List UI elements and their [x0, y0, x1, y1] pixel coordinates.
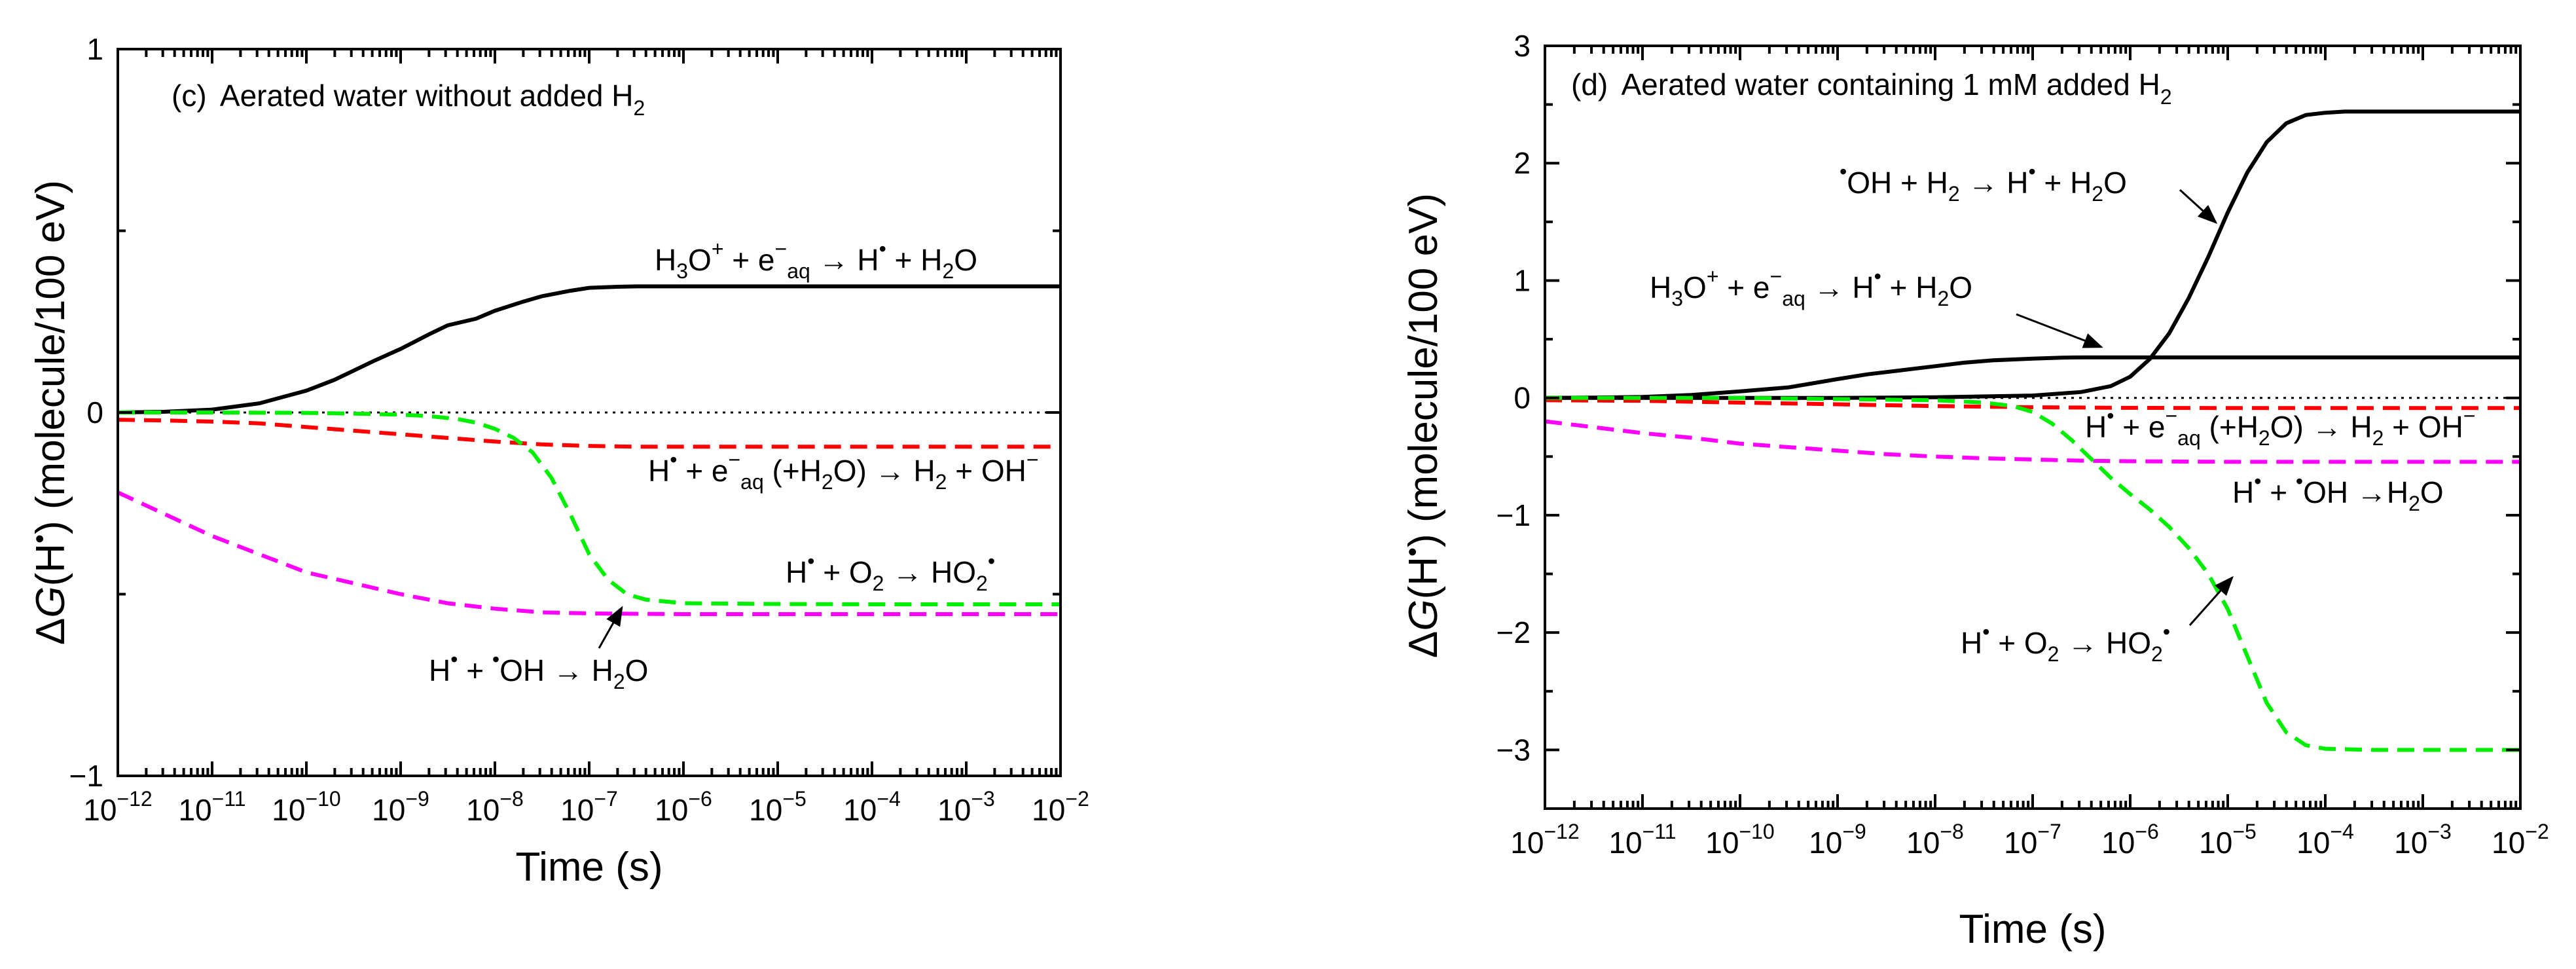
panel-c-annotation-h-eaq: H• + e−aq (+H2O) → H2 + OH− [648, 448, 1039, 494]
panel-c-x-ticks: 10−12 10−11 10−10 10−9 10−8 10−7 10−6 10−5 10−4 1… [83, 49, 1089, 827]
panel-c-y-ticks: 1 0 −1 [69, 32, 1061, 793]
panel-d-x-axis-title: Time (s) [1959, 907, 2107, 952]
panel-c-x-tick-label: 10−7 [560, 787, 618, 827]
panel-d-series-1 [1545, 109, 2520, 400]
panel-c-x-tick-label: 10−4 [843, 787, 901, 827]
panel-d-arrow-h-o2 [2188, 576, 2234, 626]
panel-c-y-tick-label: 1 [86, 32, 103, 66]
panel-d-y-tick-label: 3 [1514, 29, 1531, 63]
panel-d-series-2 [1544, 355, 2520, 400]
panel-c-x-tick-label: 10−10 [272, 787, 340, 827]
panel-c: 10−12 10−11 10−10 10−9 10−8 10−7 10−6 10−5 10−4 1… [26, 32, 1089, 890]
panel-d-arrow-h3o-eaq [2016, 313, 2103, 348]
panel-d-annotation-h-eaq: H• + e−aq (+H2O) → H2 + OH− [2085, 404, 2476, 450]
panel-d-y-ticks: 3 2 1 0 −1 −2 −3 [1497, 29, 2520, 810]
panel-d-annotation-h3o-eaq: H3O+ + e−aq → H• + H2O [1650, 265, 1972, 310]
panel-d-x-tick-label: 10−9 [1809, 820, 1866, 860]
panel-c-y-tick-label: −1 [69, 759, 103, 793]
panel-c-y-axis-title: ΔG(H•) (molecule/100 eV) [26, 180, 73, 645]
panel-c-x-tick-label: 10−11 [178, 787, 245, 827]
panel-d-series [1544, 109, 2520, 752]
panel-d-x-tick-label: 10−6 [2101, 820, 2159, 860]
panel-c-annotation-h3o-eaq: H3O+ + e−aq → H• + H2O [655, 237, 977, 283]
panel-c-x-tick-label: 10−5 [749, 787, 807, 827]
panel-d-annotation-h-o2: H• + O2 → HO2• [1961, 620, 2170, 666]
panel-d-x-tick-label: 10−4 [2296, 820, 2354, 860]
panel-d-x-tick-label: 10−7 [2004, 820, 2061, 860]
panel-c-series-2 [117, 418, 1061, 449]
panel-c-x-tick-label: 10−8 [466, 787, 524, 827]
panel-c-series-3 [118, 411, 1061, 606]
panel-d-annotation-h-oh: H• + •OH →H2O [2232, 469, 2444, 515]
panel-c-series-1 [117, 284, 1061, 414]
panel-c-x-tick-label: 10−3 [937, 787, 995, 827]
panel-d-x-tick-label: 10−3 [2394, 820, 2452, 860]
panel-d-x-tick-label: 10−2 [2492, 820, 2549, 860]
panel-d-y-tick-label: 2 [1514, 146, 1531, 180]
panel-c-annotation-h-oh: H• + •OH → H2O [429, 648, 648, 693]
panel-d-series-3 [1544, 398, 2520, 411]
panel-d: 10−12 10−11 10−10 10−9 10−8 10−7 10−6 10−5 10−4 1… [1398, 29, 2549, 952]
panel-d-y-tick-label: −1 [1497, 498, 1531, 532]
panel-d-series-5 [1545, 395, 2520, 752]
panel-d-x-tick-label: 10−11 [1608, 820, 1676, 860]
panel-d-y-tick-label: −2 [1497, 615, 1531, 649]
panel-c-series [117, 284, 1061, 616]
panel-c-x-tick-label: 10−9 [372, 787, 429, 827]
panel-d-series-4 [1544, 419, 2520, 464]
panel-d-x-tick-label: 10−5 [2199, 820, 2257, 860]
panel-d-y-tick-label: −3 [1497, 733, 1531, 767]
panel-d-x-tick-label: 10−12 [1510, 820, 1579, 860]
panel-d-y-tick-label: 0 [1514, 381, 1531, 415]
panel-d-y-tick-label: 1 [1514, 263, 1531, 297]
panel-d-title: (d) Aerated water containing 1 mM added … [1571, 67, 2172, 109]
panel-c-series-4 [117, 490, 1061, 616]
panel-c-x-tick-label: 10−12 [83, 787, 152, 827]
panel-d-y-axis-title: ΔG(H•) (molecule/100 eV) [1398, 193, 1446, 658]
panel-d-arrow-oh-h2 [2179, 189, 2218, 225]
panel-c-title: (c) Aerated water without added H2 [172, 79, 645, 120]
panel-c-arrow-h-oh [598, 606, 623, 649]
panel-c-x-tick-label: 10−6 [655, 787, 712, 827]
panel-d-x-tick-label: 10−10 [1705, 820, 1774, 860]
panel-d-x-tick-label: 10−8 [1906, 820, 1964, 860]
panel-c-y-tick-label: 0 [86, 395, 103, 430]
panel-c-annotation-h-o2: H• + O2 → HO2• [786, 549, 995, 595]
panel-d-annotation-oh-h2: •OH + H2 → H• + H2O [1840, 160, 2127, 206]
panel-c-x-tick-label: 10−2 [1032, 787, 1089, 827]
panel-c-x-axis-title: Time (s) [516, 845, 663, 890]
